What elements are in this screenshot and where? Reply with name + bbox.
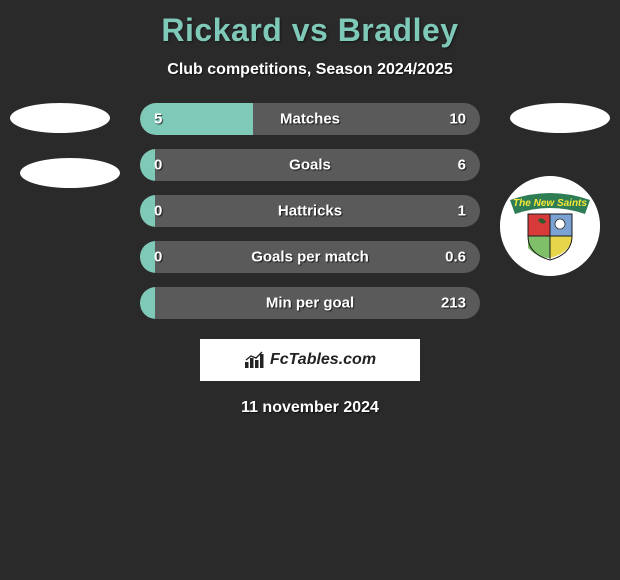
stat-value-right: 213 <box>441 295 466 312</box>
page-title: Rickard vs Bradley <box>161 12 458 48</box>
stat-bar-fill <box>140 287 155 319</box>
club-logo-icon: The New Saints <box>500 176 600 276</box>
stat-bar-fill <box>140 149 155 181</box>
stat-bar-fill <box>140 241 155 273</box>
stat-bars: 5Matches100Goals60Hattricks10Goals per m… <box>140 103 480 319</box>
date-line: 11 november 2024 <box>0 399 620 417</box>
stat-bar: 5 Matches 10 <box>140 103 480 135</box>
date-text: 11 november 2024 <box>241 399 379 416</box>
stat-value-right: 10 <box>449 111 466 128</box>
stat-value-left: 5 <box>154 111 162 128</box>
main-area: The New Saints 5Matches100Goals60Hattric… <box>0 103 620 417</box>
stat-bar: Min per goal 213 <box>140 287 480 319</box>
player-right-badge-1 <box>510 103 610 133</box>
stat-label: Matches <box>280 111 340 128</box>
stat-label: Hattricks <box>278 203 342 220</box>
chart-icon <box>244 351 266 369</box>
stat-bar-fill <box>140 195 155 227</box>
stat-value-left: 0 <box>154 203 162 220</box>
stat-value-left: 0 <box>154 157 162 174</box>
club-banner-text: The New Saints <box>513 198 587 209</box>
stat-value-right: 6 <box>458 157 466 174</box>
player-left-badge-1 <box>10 103 110 133</box>
subtitle-wrap: Club competitions, Season 2024/2025 <box>0 53 620 103</box>
player-left-badge-2 <box>20 158 120 188</box>
brand-text: FcTables.com <box>270 351 376 369</box>
stat-bar: 0 Goals 6 <box>140 149 480 181</box>
stat-bar: 0 Hattricks 1 <box>140 195 480 227</box>
stat-value-left: 0 <box>154 249 162 266</box>
stat-label: Min per goal <box>266 295 354 312</box>
club-right-badge: The New Saints <box>500 176 600 276</box>
title-wrap: Rickard vs Bradley <box>0 0 620 53</box>
page-subtitle: Club competitions, Season 2024/2025 <box>167 61 452 78</box>
stat-bar: 0 Goals per match 0.6 <box>140 241 480 273</box>
stat-value-right: 0.6 <box>445 249 466 266</box>
comparison-card: Rickard vs Bradley Club competitions, Se… <box>0 0 620 417</box>
stat-label: Goals per match <box>251 249 369 266</box>
stat-value-right: 1 <box>458 203 466 220</box>
brand-footer: FcTables.com <box>200 339 420 381</box>
stat-label: Goals <box>289 157 331 174</box>
